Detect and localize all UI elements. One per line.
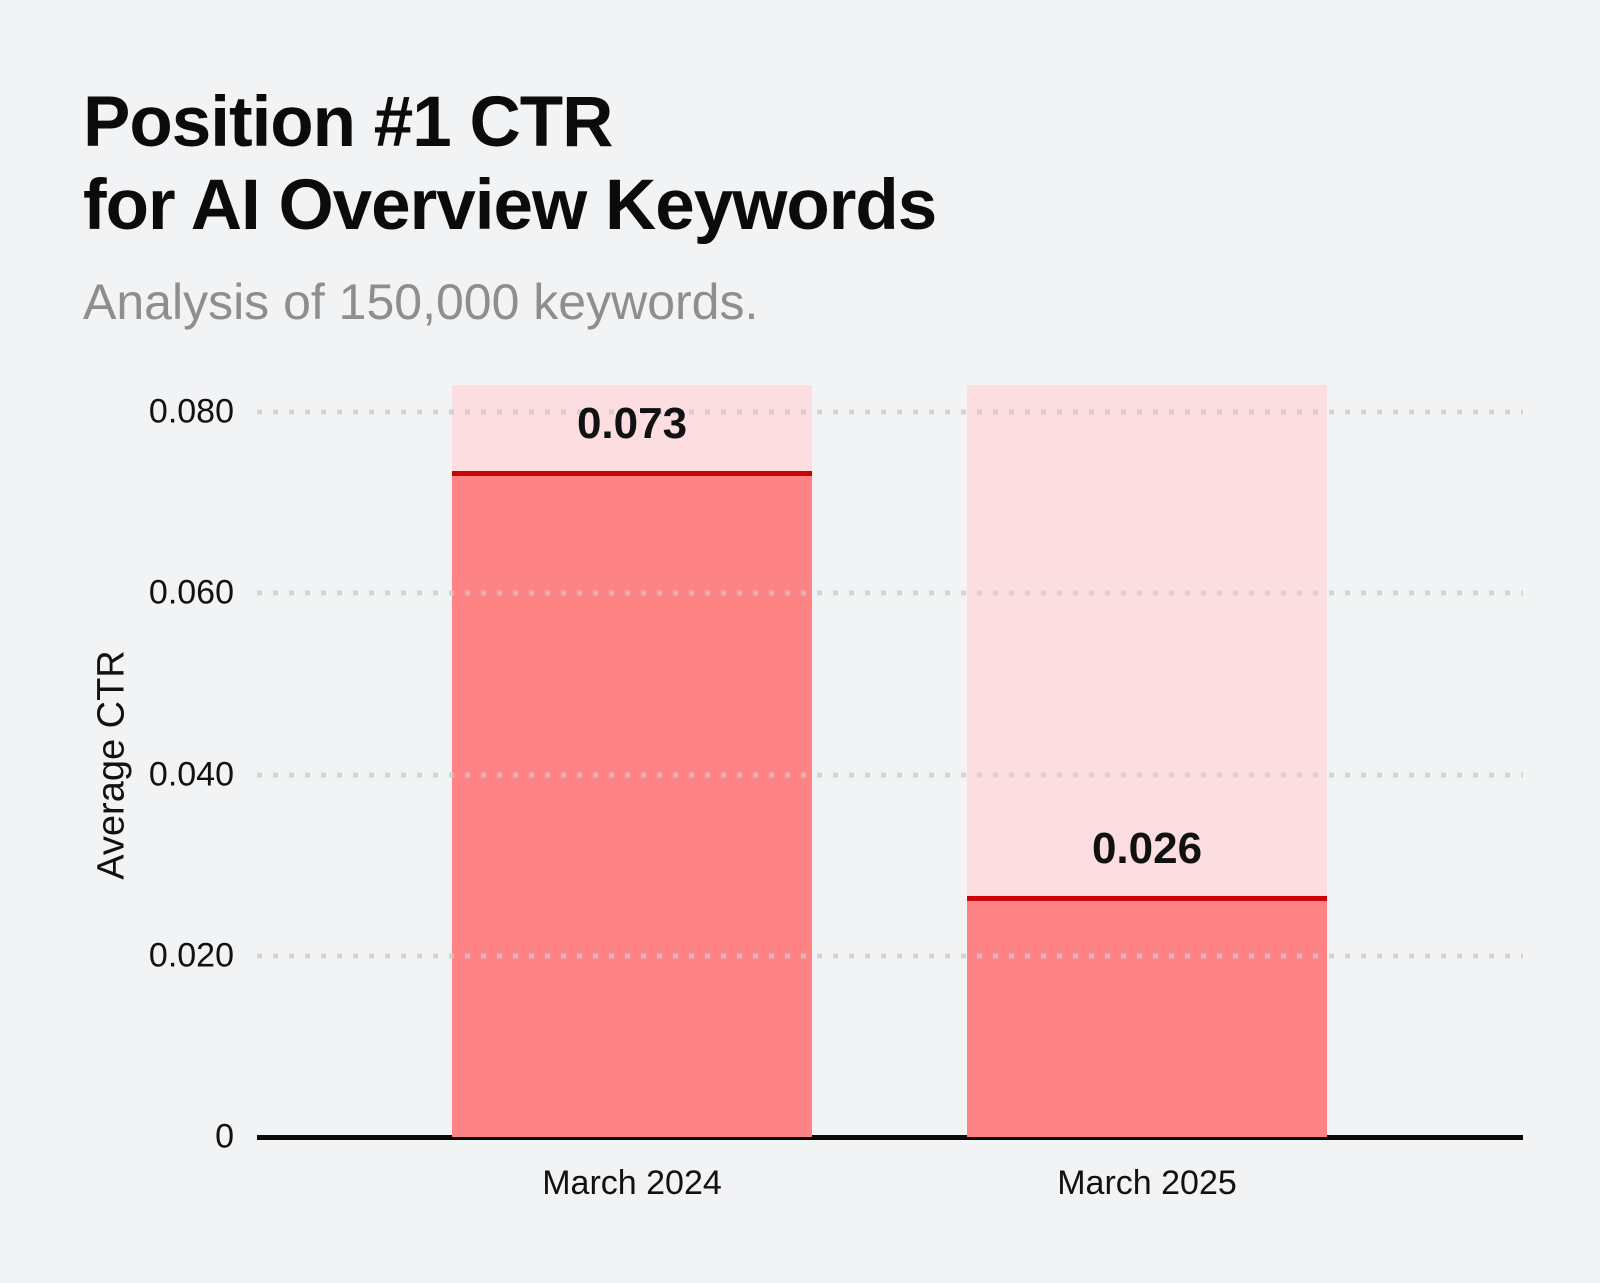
y-tick-label-0.040: 0.040 <box>148 755 234 794</box>
gridline-0.080 <box>257 409 1523 415</box>
gridline-0.060 <box>257 590 1523 596</box>
gridline-0.020 <box>257 953 1523 959</box>
x-tick-label-march-2025: March 2025 <box>1057 1164 1237 1202</box>
y-tick-label-0.020: 0.020 <box>148 936 234 975</box>
x-tick-label-march-2024: March 2024 <box>542 1164 722 1202</box>
y-tick-label-0: 0 <box>215 1117 234 1156</box>
bar-value-label-march-2024: 0.073 <box>576 398 688 448</box>
bar-value-label-march-2025: 0.026 <box>1091 824 1203 874</box>
page-title: Position #1 CTR for AI Overview Keywords <box>83 81 937 247</box>
bar-fill-march-2025 <box>967 901 1327 1137</box>
x-axis-line <box>257 1135 1523 1140</box>
bar-fill-march-2024 <box>452 475 812 1137</box>
gridline-0.040 <box>257 772 1523 778</box>
y-tick-label-0.080: 0.080 <box>148 392 234 431</box>
bar-march-2024: 0.073 <box>452 385 812 1137</box>
bar-marker-line-march-2025 <box>967 896 1327 902</box>
bar-marker-line-march-2024 <box>452 470 812 476</box>
page-title-line2: for AI Overview Keywords <box>83 166 937 245</box>
y-tick-label-0.060: 0.060 <box>148 573 234 612</box>
y-axis-tick-labels: 0 0.020 0.040 0.060 0.080 <box>40 385 234 1156</box>
bar-chart-plot-area: 0.073 0.026 <box>257 385 1523 1137</box>
bar-march-2025: 0.026 <box>967 385 1327 1137</box>
page-title-line1: Position #1 CTR <box>83 83 613 162</box>
chart-subtitle: Analysis of 150,000 keywords. <box>83 274 759 330</box>
